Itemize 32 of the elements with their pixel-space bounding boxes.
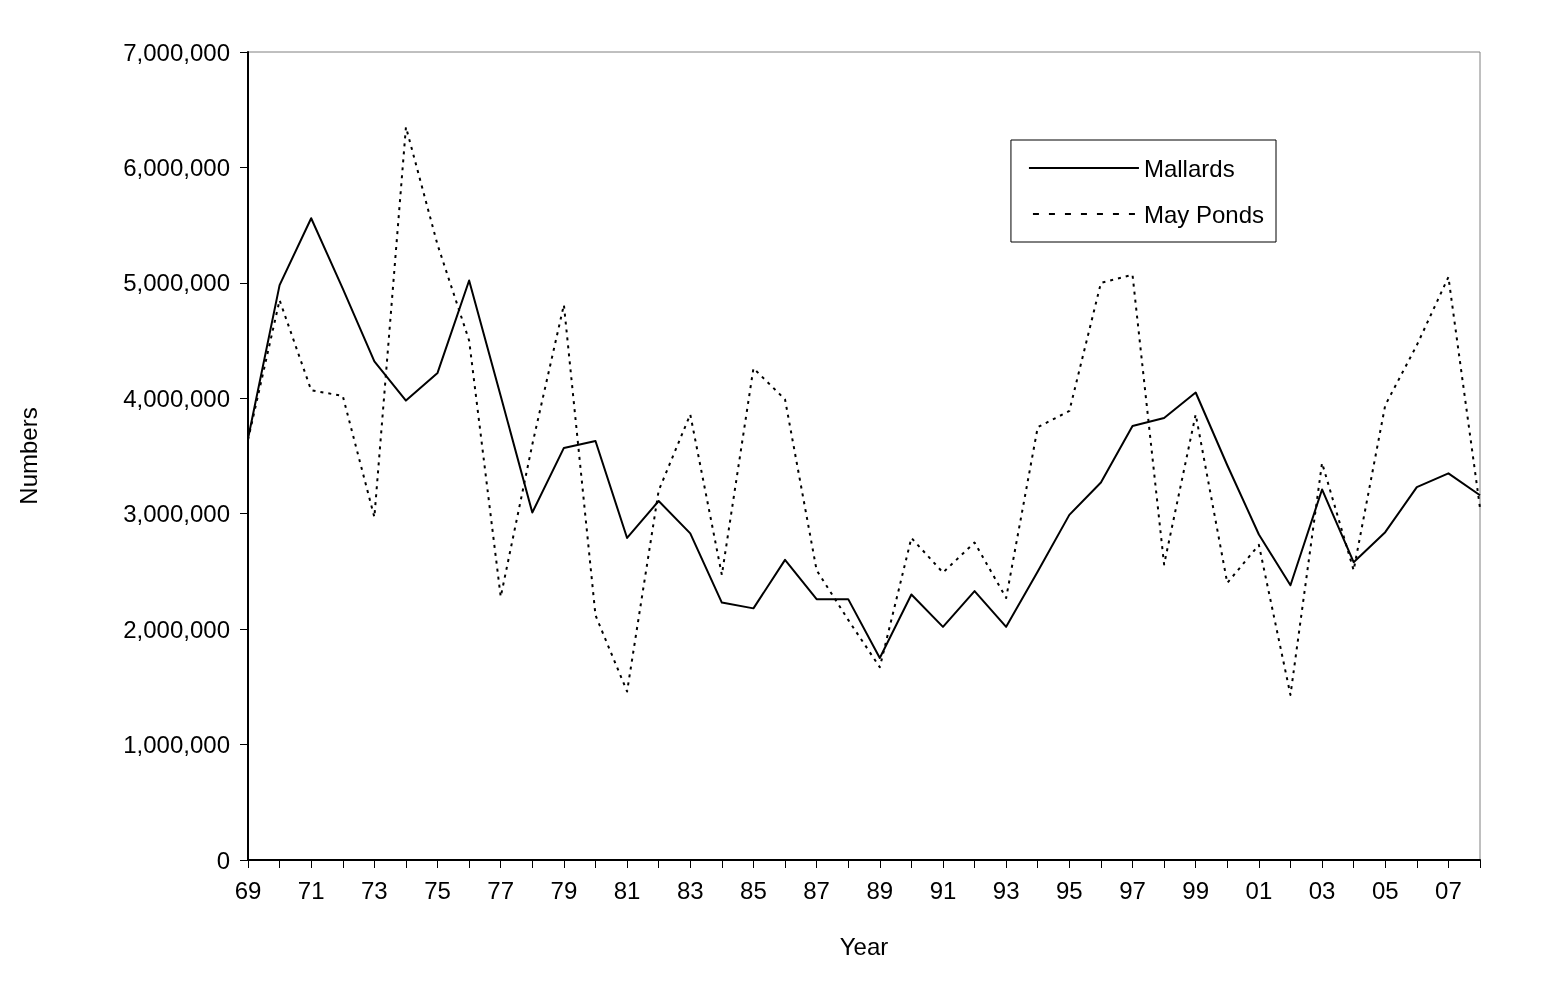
x-tick-label: 03 [1308, 876, 1336, 904]
x-tick-label: 81 [613, 876, 641, 904]
x-tick-label: 05 [1371, 876, 1399, 904]
x-tick-label: 77 [487, 876, 515, 904]
y-tick-label: 1,000,000 [123, 731, 230, 759]
x-tick-label: 87 [803, 876, 830, 904]
y-tick-label: 3,000,000 [123, 500, 230, 528]
x-tick-label: 69 [234, 876, 262, 904]
y-tick-label: 2,000,000 [123, 615, 230, 643]
x-axis-title: Year [839, 932, 889, 960]
x-tick-label: 07 [1435, 876, 1462, 904]
x-tick-label: 73 [361, 876, 388, 904]
x-tick-label: 89 [866, 876, 894, 904]
x-tick-label: 97 [1119, 876, 1146, 904]
x-tick-label: 71 [297, 876, 325, 904]
x-tick-label: 91 [929, 876, 957, 904]
y-axis-title: Numbers [14, 407, 42, 505]
y-tick-label: 5,000,000 [123, 269, 230, 297]
x-tick-label: 85 [740, 876, 767, 904]
y-tick-label: 4,000,000 [123, 384, 230, 412]
x-tick-label: 95 [1055, 876, 1083, 904]
y-tick-label: 6,000,000 [123, 153, 230, 181]
legend-label: May Ponds [1143, 200, 1264, 228]
legend-label: Mallards [1143, 154, 1235, 182]
x-tick-label: 75 [424, 876, 451, 904]
x-tick-label: 99 [1182, 876, 1210, 904]
x-tick-label: 01 [1245, 876, 1273, 904]
y-tick-label: 7,000,000 [123, 38, 230, 66]
x-tick-label: 79 [550, 876, 578, 904]
x-tick-label: 83 [676, 876, 704, 904]
y-tick-label: 0 [216, 846, 230, 874]
x-tick-label: 93 [992, 876, 1020, 904]
